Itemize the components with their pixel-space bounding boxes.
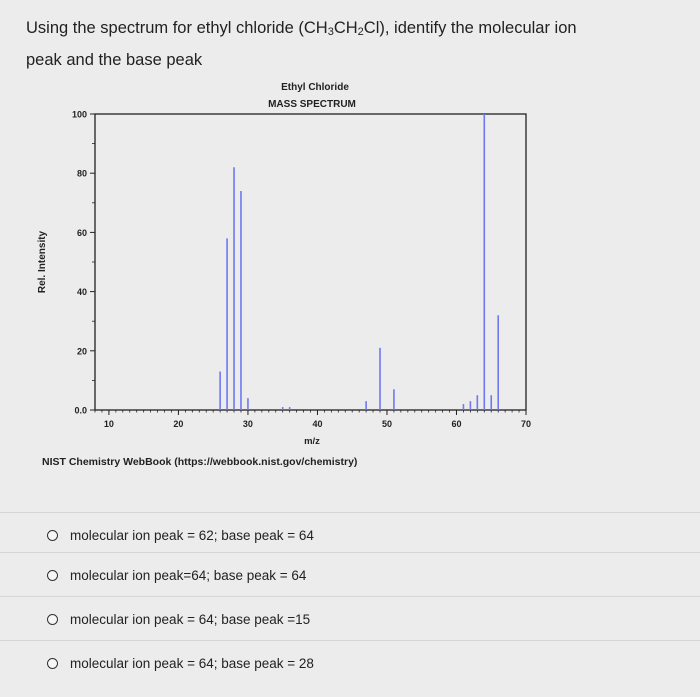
answer-option-label: molecular ion peak=64; base peak = 64 xyxy=(70,567,307,583)
x-tick-label: 50 xyxy=(382,419,392,429)
source-credit: NIST Chemistry WebBook (https://webbook.… xyxy=(42,456,358,468)
y-tick-label: 40 xyxy=(77,287,87,297)
x-tick-label: 10 xyxy=(104,419,114,429)
chart-title: Ethyl Chloride xyxy=(281,82,349,93)
x-tick-label: 30 xyxy=(243,419,253,429)
answer-option-label: molecular ion peak = 64; base peak = 28 xyxy=(70,655,314,671)
y-tick-label: 0.0 xyxy=(74,406,87,416)
y-tick-label: 20 xyxy=(77,346,87,356)
question-text: Using the spectrum for ethyl chloride (C… xyxy=(26,19,577,69)
radio-button-icon[interactable] xyxy=(47,529,58,541)
radio-button-icon[interactable] xyxy=(47,613,58,625)
y-tick-label: 60 xyxy=(77,228,87,238)
answer-option-label: molecular ion peak = 64; base peak =15 xyxy=(70,611,311,627)
x-tick-label: 40 xyxy=(312,419,322,429)
mass-spectrum-chart: Ethyl Chloride MASS SPECTRUM 0.0 20 40 60 80… xyxy=(37,82,531,447)
x-axis-label: m/z xyxy=(304,436,320,447)
y-tick-label: 80 xyxy=(77,169,87,179)
x-tick-label: 70 xyxy=(521,419,531,429)
y-axis-label: Rel. Intensity xyxy=(37,230,48,293)
plot-frame xyxy=(94,113,527,411)
answer-option-2[interactable]: molecular ion peak=64; base peak = 64 xyxy=(0,552,700,597)
radio-button-icon[interactable] xyxy=(47,569,58,581)
answer-option-1[interactable]: molecular ion peak = 62; base peak = 64 xyxy=(0,512,700,557)
chart-subtitle: MASS SPECTRUM xyxy=(268,99,356,110)
y-tick-label: 100 xyxy=(72,110,87,120)
x-tick-label: 60 xyxy=(451,419,461,429)
answer-option-3[interactable]: molecular ion peak = 64; base peak =15 xyxy=(0,596,700,641)
x-tick-label: 20 xyxy=(173,419,183,429)
radio-button-icon[interactable] xyxy=(47,657,58,669)
answer-option-4[interactable]: molecular ion peak = 64; base peak = 28 xyxy=(0,640,700,685)
answer-option-label: molecular ion peak = 62; base peak = 64 xyxy=(70,527,314,543)
